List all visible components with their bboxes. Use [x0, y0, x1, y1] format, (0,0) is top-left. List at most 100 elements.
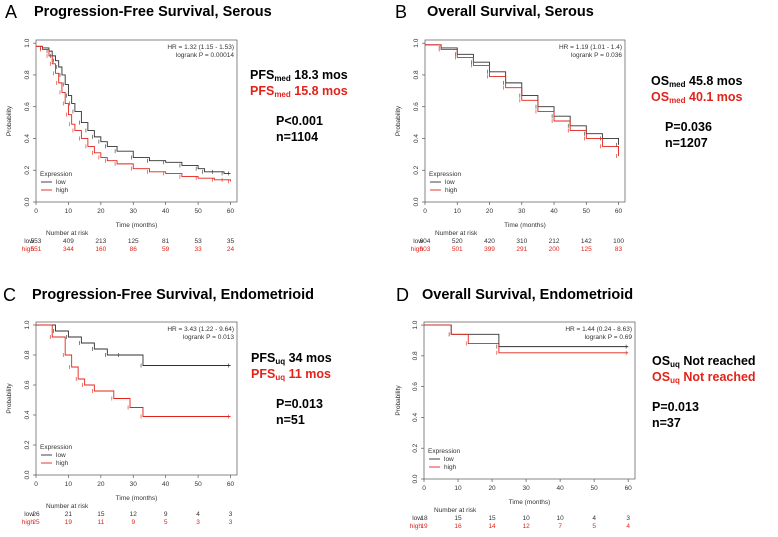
- km-curve-high: [36, 324, 231, 417]
- risk-count: 344: [63, 246, 74, 253]
- y-tick-label: 0.8: [412, 351, 419, 360]
- x-tick-label: 50: [583, 208, 591, 215]
- panel-b: B Overall Survival, Serous 0.0 0.2 0.4 0.6 0…: [389, 0, 778, 268]
- risk-header: Number at risk: [46, 230, 89, 237]
- km-chart: 0.0 0.2 0.4 0.6 0.8 1.0 0 10 20 30 40 50 60 Time (mon…: [395, 38, 626, 253]
- risk-count: 12: [522, 523, 530, 530]
- y-tick-label: 0.6: [24, 380, 31, 389]
- risk-count: 399: [484, 246, 495, 253]
- risk-count: 15: [97, 511, 105, 518]
- x-tick-label: 10: [65, 208, 73, 215]
- risk-count: 291: [516, 246, 527, 253]
- plot-frame: [423, 321, 636, 480]
- stat-high: PFSuq 11 mos: [251, 367, 331, 382]
- risk-count: 4: [592, 515, 596, 522]
- risk-count: 19: [420, 523, 428, 530]
- plot-frame: [35, 39, 238, 203]
- p-value: P=0.036: [665, 120, 712, 134]
- risk-count: 11: [97, 519, 104, 526]
- risk-label-low: low: [413, 238, 423, 245]
- risk-count: 603: [420, 246, 431, 253]
- risk-count: 10: [522, 515, 530, 522]
- x-tick-label: 20: [97, 208, 105, 215]
- km-chart: 0.0 0.2 0.4 0.6 0.8 1.0 0 10 20 30 40 50 60 Time (mon…: [395, 320, 636, 530]
- risk-label-high: high: [410, 523, 423, 530]
- x-tick-label: 40: [162, 481, 170, 488]
- risk-count: 3: [229, 519, 233, 526]
- x-tick-label: 30: [522, 485, 530, 492]
- panel-letter: C: [3, 285, 16, 305]
- y-tick-label: 0.6: [413, 102, 420, 111]
- risk-label-low: low: [412, 515, 422, 522]
- x-tick-label: 50: [194, 208, 202, 215]
- risk-count: 5: [164, 519, 168, 526]
- risk-count: 100: [613, 238, 624, 245]
- risk-label-high: high: [411, 246, 424, 253]
- stats-box: PFSmed 18.3 mos PFSmed 15.8 mos P<0.001 …: [250, 68, 348, 145]
- x-tick-label: 30: [518, 208, 526, 215]
- risk-count: 125: [581, 246, 592, 253]
- x-tick-label: 10: [454, 208, 462, 215]
- x-axis-label: Time (months): [509, 499, 551, 506]
- risk-count: 12: [130, 511, 138, 518]
- legend-label-high: high: [56, 460, 69, 467]
- p-value: P=0.013: [276, 397, 323, 411]
- stats-box: OSmed 45.8 mos OSmed 40.1 mos P=0.036 n=…: [651, 74, 743, 151]
- km-chart: 0.0 0.2 0.4 0.6 0.8 1.0 0 10 20 30 40 50 60 Time (mon…: [6, 38, 238, 253]
- stat-low: OSmed 45.8 mos: [651, 74, 743, 89]
- y-tick-label: 0.0: [24, 470, 31, 479]
- legend-label-low: low: [444, 456, 454, 463]
- legend-label-low: low: [445, 179, 455, 186]
- n-value: n=1104: [276, 129, 319, 144]
- risk-count: 14: [488, 523, 496, 530]
- x-tick-label: 50: [194, 481, 202, 488]
- y-tick-label: 0.0: [412, 474, 419, 483]
- legend-label-high: high: [445, 187, 458, 194]
- risk-label-low: low: [24, 511, 34, 518]
- x-axis-label: Time (months): [116, 495, 158, 502]
- p-value: P<0.001: [276, 114, 323, 128]
- y-tick-label: 0.0: [413, 197, 420, 206]
- risk-count: 18: [420, 515, 428, 522]
- stat-high: PFSmed 15.8 mos: [250, 84, 348, 99]
- logrank-text: logrank P = 0.69: [585, 334, 633, 341]
- risk-count: 501: [452, 246, 463, 253]
- risk-count: 33: [194, 246, 202, 253]
- chart-title: Progression-Free Survival, Endometrioid: [32, 287, 315, 303]
- p-value: P=0.013: [652, 400, 699, 414]
- y-axis-label: Probability: [395, 105, 402, 136]
- hr-text: HR = 1.19 (1.01 - 1.4): [559, 44, 622, 51]
- risk-count: 59: [162, 246, 170, 253]
- x-tick-label: 60: [227, 481, 235, 488]
- risk-count: 10: [557, 515, 565, 522]
- y-tick-label: 1.0: [412, 320, 419, 329]
- logrank-text: logrank P = 0.00014: [176, 52, 235, 59]
- risk-count: 7: [558, 523, 562, 530]
- km-curve-high: [36, 45, 231, 182]
- km-curve-high: [425, 44, 619, 156]
- y-tick-label: 0.4: [413, 134, 420, 143]
- legend-label-low: low: [56, 179, 66, 186]
- n-value: n=51: [276, 412, 305, 427]
- km-chart: 0.0 0.2 0.4 0.6 0.8 1.0 0 10 20 30 40 50 60 Time (mon…: [6, 320, 238, 526]
- plot-frame: [35, 321, 238, 476]
- risk-count: 86: [130, 246, 138, 253]
- risk-count: 551: [31, 246, 42, 253]
- x-axis-label: Time (months): [504, 222, 546, 229]
- stat-low: PFSmed 18.3 mos: [250, 68, 348, 83]
- chart-title: Overall Survival, Serous: [427, 4, 594, 20]
- km-curve-low: [36, 45, 231, 174]
- y-tick-label: 0.8: [24, 350, 31, 359]
- risk-count: 142: [581, 238, 592, 245]
- y-tick-label: 0.6: [24, 102, 31, 111]
- logrank-text: logrank P = 0.013: [183, 334, 234, 341]
- x-tick-label: 20: [97, 481, 105, 488]
- risk-label-high: high: [22, 246, 35, 253]
- risk-count: 9: [164, 511, 168, 518]
- legend-title: Expression: [429, 171, 462, 178]
- panel-a: A Progression-Free Survival, Serous 0.0 0…: [0, 0, 389, 268]
- hr-text: HR = 1.32 (1.15 - 1.53): [167, 44, 234, 51]
- hr-text: HR = 3.43 (1.22 - 9.64): [167, 326, 234, 333]
- x-tick-label: 0: [423, 208, 427, 215]
- y-axis-label: Probability: [6, 383, 13, 414]
